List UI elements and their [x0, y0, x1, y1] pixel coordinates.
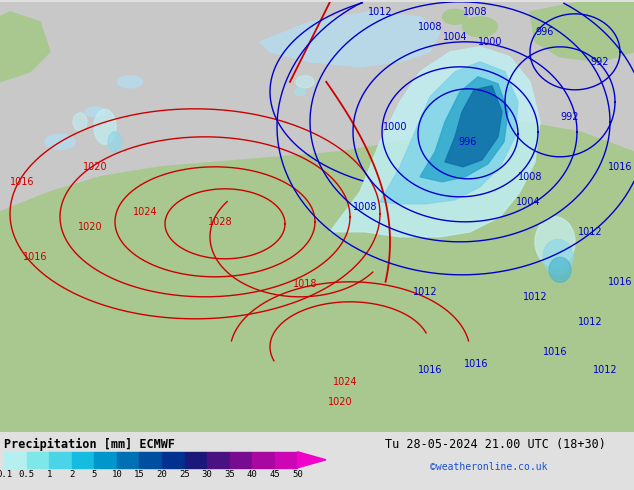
Text: 1: 1: [46, 470, 52, 479]
Bar: [72, 452, 94, 468]
Polygon shape: [0, 122, 634, 432]
Bar: [162, 452, 184, 468]
Text: 1008: 1008: [463, 7, 488, 17]
Text: 1016: 1016: [10, 177, 34, 187]
Text: 1008: 1008: [518, 172, 542, 182]
Text: 0.5: 0.5: [18, 470, 35, 479]
Text: 1020: 1020: [78, 222, 102, 232]
Polygon shape: [0, 332, 130, 432]
Bar: [117, 452, 139, 468]
Ellipse shape: [541, 21, 579, 43]
Text: 992: 992: [591, 57, 609, 67]
Bar: [252, 452, 275, 468]
Text: 1016: 1016: [23, 252, 48, 262]
Text: 50: 50: [292, 470, 303, 479]
Text: 992: 992: [560, 112, 579, 122]
Text: 1012: 1012: [413, 287, 437, 297]
Ellipse shape: [295, 88, 305, 96]
Text: 1016: 1016: [608, 162, 632, 172]
Polygon shape: [0, 12, 50, 82]
Text: 1020: 1020: [328, 397, 353, 407]
Polygon shape: [380, 62, 518, 204]
Text: 0.1: 0.1: [0, 470, 12, 479]
Text: 1004: 1004: [443, 32, 467, 42]
Bar: [94, 452, 117, 468]
Text: 1012: 1012: [593, 365, 618, 375]
Ellipse shape: [296, 76, 314, 88]
Bar: [139, 452, 162, 468]
Text: 1020: 1020: [82, 162, 107, 172]
Text: 10: 10: [112, 470, 122, 479]
Text: Precipitation [mm] ECMWF: Precipitation [mm] ECMWF: [4, 438, 175, 451]
Text: 1012: 1012: [522, 292, 547, 302]
Text: ©weatheronline.co.uk: ©weatheronline.co.uk: [430, 462, 548, 472]
Polygon shape: [445, 86, 502, 167]
Bar: [207, 452, 230, 468]
Text: 30: 30: [202, 470, 212, 479]
Text: 1024: 1024: [333, 377, 358, 387]
Text: 1016: 1016: [418, 365, 443, 375]
Text: 1016: 1016: [463, 359, 488, 369]
Text: 20: 20: [157, 470, 167, 479]
Polygon shape: [420, 77, 508, 182]
Ellipse shape: [117, 76, 143, 88]
Ellipse shape: [94, 109, 116, 145]
Ellipse shape: [45, 134, 75, 149]
Text: 45: 45: [269, 470, 280, 479]
Polygon shape: [260, 12, 440, 67]
Text: 1000: 1000: [478, 37, 502, 47]
Text: 15: 15: [134, 470, 145, 479]
Bar: [275, 452, 297, 468]
Text: Tu 28-05-2024 21.00 UTC (18+30): Tu 28-05-2024 21.00 UTC (18+30): [385, 438, 606, 451]
Ellipse shape: [549, 257, 571, 282]
Polygon shape: [490, 357, 620, 402]
Text: 40: 40: [247, 470, 257, 479]
Polygon shape: [530, 2, 634, 62]
Bar: [4, 452, 27, 468]
Polygon shape: [330, 47, 540, 237]
Text: 1016: 1016: [543, 347, 567, 357]
Text: 1028: 1028: [208, 217, 232, 227]
Text: 1004: 1004: [515, 197, 540, 207]
Text: 25: 25: [179, 470, 190, 479]
Text: 1018: 1018: [293, 279, 317, 289]
Text: 5: 5: [91, 470, 97, 479]
Ellipse shape: [85, 107, 105, 117]
Bar: [230, 452, 252, 468]
Text: 2: 2: [69, 470, 74, 479]
Ellipse shape: [108, 132, 122, 152]
Polygon shape: [297, 452, 326, 468]
Text: 1008: 1008: [353, 202, 377, 212]
Text: 1012: 1012: [578, 317, 602, 327]
Ellipse shape: [443, 9, 467, 24]
Ellipse shape: [535, 217, 575, 267]
Text: 1024: 1024: [133, 207, 157, 217]
Bar: [49, 452, 72, 468]
Ellipse shape: [543, 239, 573, 274]
Text: 35: 35: [224, 470, 235, 479]
Text: 1008: 1008: [418, 22, 443, 32]
Text: 996: 996: [459, 137, 477, 147]
Bar: [27, 452, 49, 468]
Ellipse shape: [462, 17, 498, 37]
Text: 1016: 1016: [608, 277, 632, 287]
Text: 1012: 1012: [368, 7, 392, 17]
Text: 1000: 1000: [383, 122, 407, 132]
Text: 996: 996: [536, 27, 554, 37]
Text: 1012: 1012: [578, 227, 602, 237]
Bar: [184, 452, 207, 468]
Ellipse shape: [580, 41, 610, 53]
Ellipse shape: [73, 113, 87, 131]
